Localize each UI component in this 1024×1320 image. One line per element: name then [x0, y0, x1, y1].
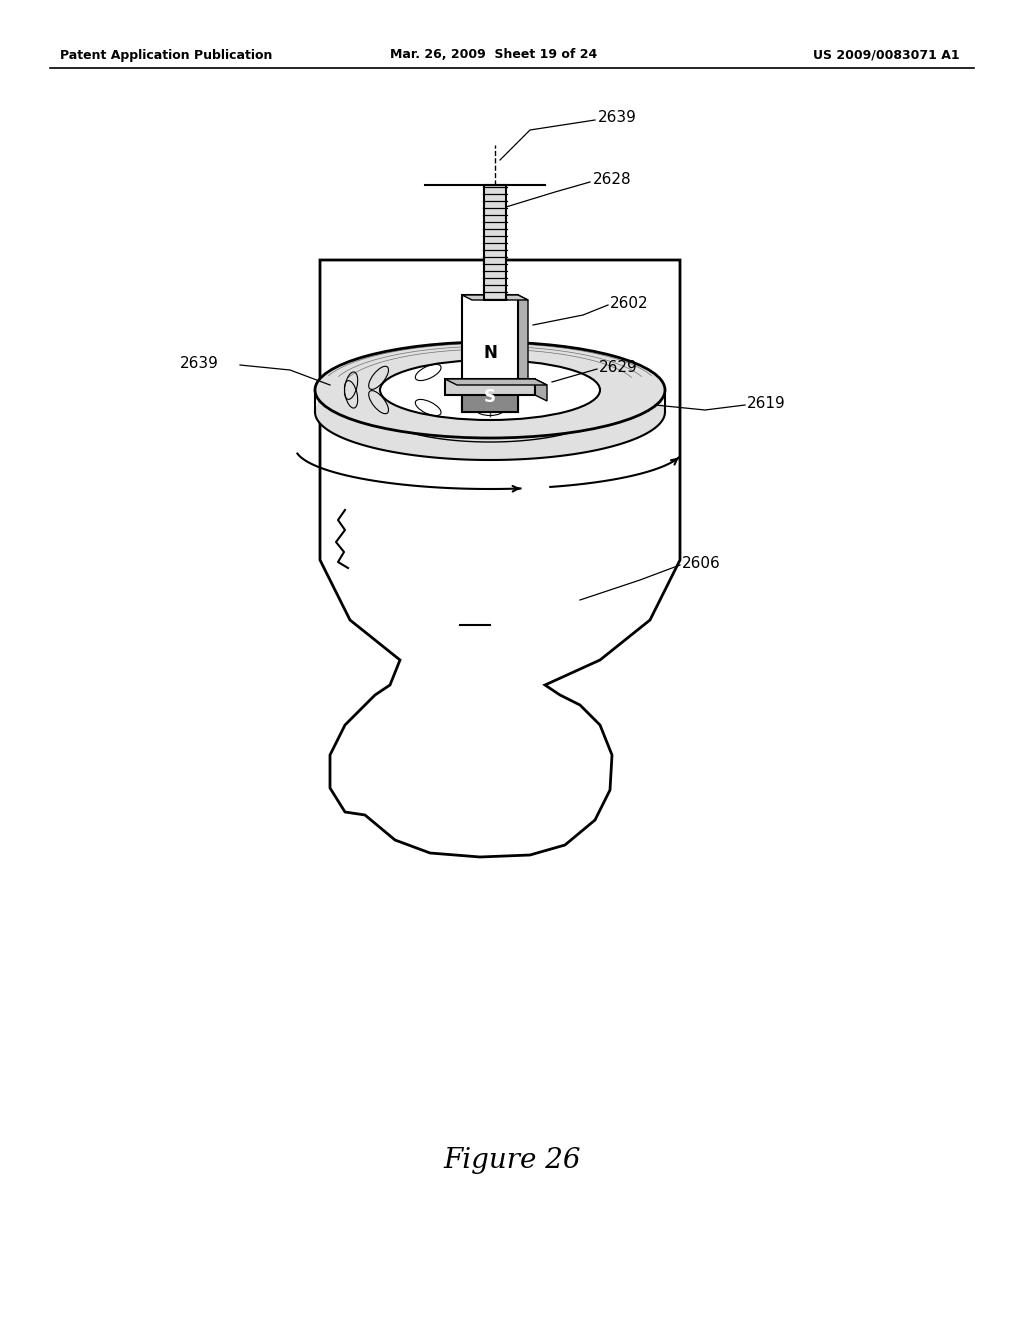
Ellipse shape: [380, 360, 600, 420]
Text: 2619: 2619: [746, 396, 785, 411]
Text: Figure 26: Figure 26: [443, 1147, 581, 1173]
Text: 2602: 2602: [610, 296, 648, 310]
Polygon shape: [462, 294, 528, 300]
Text: 2639: 2639: [180, 355, 219, 371]
Polygon shape: [462, 381, 518, 412]
Text: 2629: 2629: [599, 359, 638, 375]
Ellipse shape: [315, 342, 665, 438]
Polygon shape: [484, 185, 506, 300]
Polygon shape: [445, 379, 535, 395]
Text: N: N: [483, 345, 497, 363]
Text: Mar. 26, 2009  Sheet 19 of 24: Mar. 26, 2009 Sheet 19 of 24: [390, 49, 597, 62]
Polygon shape: [535, 379, 547, 401]
Polygon shape: [319, 260, 680, 857]
Text: 2639: 2639: [598, 111, 637, 125]
Text: 2606: 2606: [682, 556, 721, 570]
Polygon shape: [518, 294, 528, 387]
Polygon shape: [445, 379, 547, 385]
Text: Patent Application Publication: Patent Application Publication: [60, 49, 272, 62]
Text: US 2009/0083071 A1: US 2009/0083071 A1: [813, 49, 961, 62]
Text: S: S: [484, 388, 496, 407]
Text: 2628: 2628: [593, 173, 632, 187]
Polygon shape: [462, 294, 518, 412]
Ellipse shape: [315, 364, 665, 459]
